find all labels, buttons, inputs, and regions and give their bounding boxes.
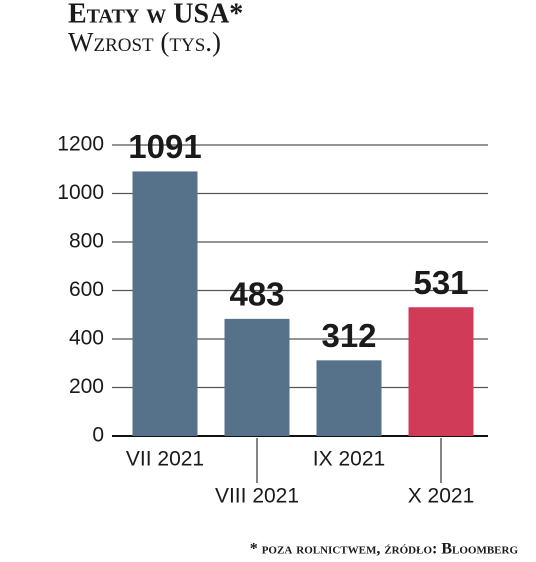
bar bbox=[316, 360, 382, 436]
y-tick-label: 1000 bbox=[57, 181, 104, 204]
data-label: 312 bbox=[321, 317, 376, 354]
x-tick-label: X 2021 bbox=[408, 485, 475, 508]
y-tick-label: 400 bbox=[69, 327, 104, 350]
bar bbox=[132, 171, 198, 436]
chart-title: Etaty w USA* bbox=[68, 0, 243, 29]
bar bbox=[224, 318, 290, 436]
x-tick-label: VII 2021 bbox=[126, 448, 204, 471]
y-tick-label: 800 bbox=[69, 230, 104, 253]
footnote: * poza rolnictwem, źródło: Bloomberg bbox=[250, 541, 519, 558]
y-tick-label: 200 bbox=[69, 375, 104, 398]
data-label: 1091 bbox=[128, 128, 201, 165]
chart-subtitle: Wzrost (tys.) bbox=[68, 27, 221, 57]
data-label: 531 bbox=[413, 264, 468, 301]
y-tick-label: 0 bbox=[92, 424, 104, 447]
data-label: 483 bbox=[229, 276, 284, 313]
bar bbox=[408, 307, 474, 436]
x-tick-label: IX 2021 bbox=[313, 448, 385, 471]
y-tick-label: 1200 bbox=[57, 133, 104, 156]
y-tick-label: 600 bbox=[69, 278, 104, 301]
x-tick-label: VIII 2021 bbox=[215, 485, 299, 508]
